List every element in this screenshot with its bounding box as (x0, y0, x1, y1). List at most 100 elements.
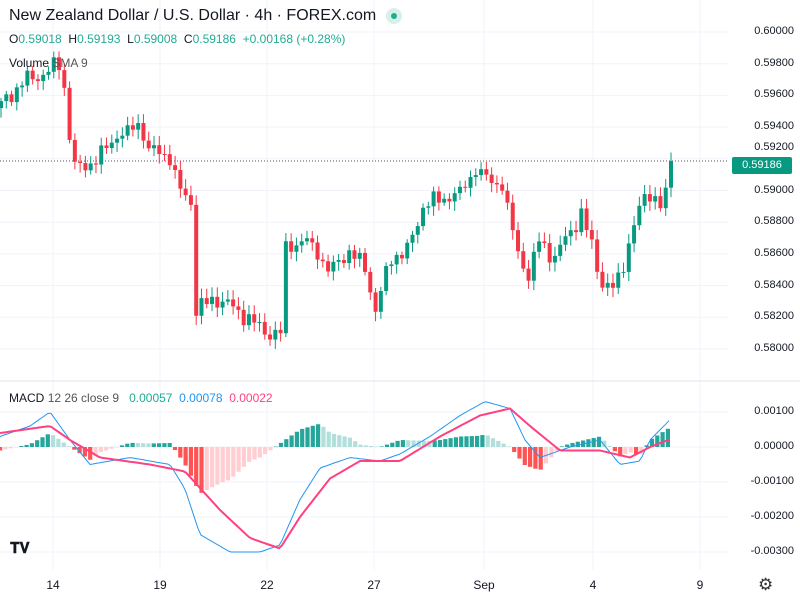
macd-histogram-bar (194, 447, 199, 486)
macd-histogram-bar (517, 447, 522, 459)
macd-histogram-bar (628, 447, 633, 453)
macd-histogram-bar (501, 443, 506, 447)
macd-histogram-bar (35, 440, 40, 447)
macd-histogram-bar (300, 428, 305, 447)
macd-histogram-bar (337, 435, 342, 447)
macd-histogram-bar (215, 447, 220, 485)
macd-histogram-bar (114, 447, 119, 448)
candle-body (14, 87, 19, 103)
low-label: L (127, 32, 134, 46)
macd-histogram-bar (448, 438, 453, 447)
macd-histogram-bar (485, 435, 490, 447)
macd-histogram-bar (257, 447, 262, 458)
gear-icon[interactable]: ⚙ (758, 575, 774, 594)
candle-body (373, 292, 378, 312)
candle-body (283, 241, 288, 334)
macd-histogram-bar (157, 443, 162, 447)
price-tick: 0.58200 (754, 310, 794, 323)
candle-body (252, 314, 257, 323)
macd-histogram-bar (40, 437, 45, 447)
macd-histogram-bar (379, 446, 384, 447)
macd-tick: -0.00100 (750, 475, 794, 487)
candle-body (405, 242, 410, 259)
macd-histogram-bar (0, 447, 3, 451)
macd-histogram-bar (416, 440, 421, 447)
candle-body (173, 165, 178, 171)
candle-body (531, 251, 536, 281)
candle-body (600, 271, 605, 288)
candle-body (357, 252, 362, 259)
time-tick: 19 (153, 578, 167, 592)
candle-body (299, 241, 304, 246)
macd-histogram-bar (252, 447, 257, 460)
macd-legend[interactable]: MACD 12 26 close 9 0.00057 0.00078 0.000… (9, 391, 273, 405)
macd-histogram-bar (109, 447, 114, 449)
candle-body (669, 161, 673, 188)
macd-histogram-bar (591, 437, 596, 447)
candle-body (225, 299, 230, 302)
macd-histogram-bar (342, 436, 347, 447)
macd-histogram-bar (130, 442, 135, 447)
candle-body (57, 57, 62, 71)
candle-body (278, 329, 283, 334)
candle-body (199, 298, 204, 316)
macd-histogram-bar (469, 436, 474, 447)
macd-histogram-bar (596, 436, 602, 447)
macd-histogram-bar (88, 447, 93, 460)
macd-histogram-bar (422, 440, 427, 447)
candle-body (315, 242, 320, 260)
price-tick: 0.59800 (754, 56, 794, 69)
macd-histogram-bar (565, 444, 570, 447)
macd-histogram-bar (634, 447, 639, 455)
candle-body (378, 290, 383, 312)
macd-histogram-bar (284, 439, 289, 447)
price-tick: 0.58400 (754, 278, 794, 291)
candle-body (473, 175, 478, 178)
macd-histogram-bar (559, 446, 564, 447)
candle-body (326, 261, 331, 272)
candle-body (521, 251, 526, 269)
macd-histogram-bar (512, 447, 517, 453)
time-tick: 9 (696, 578, 704, 592)
candle-body (41, 74, 46, 82)
candle-body (262, 321, 267, 335)
macd-histogram-bar (639, 447, 644, 454)
macd-histogram-bar (358, 444, 363, 447)
price-tick: 0.58800 (754, 215, 794, 228)
tradingview-logo[interactable]: 𝐓𝐕 (10, 540, 30, 557)
candle-body (130, 125, 135, 130)
macd-histogram-bar (490, 438, 496, 447)
macd-histogram-bar (72, 447, 77, 450)
macd-histogram-bar (459, 436, 464, 447)
high-value: 0.59193 (77, 32, 121, 46)
macd-histogram-bar (268, 447, 273, 451)
candle-body (104, 145, 109, 149)
price-tick: 0.59600 (754, 88, 794, 101)
candle-body (62, 70, 67, 88)
candle-body (35, 79, 40, 82)
symbol-title[interactable]: New Zealand Dollar / U.S. Dollar · 4h · … (9, 7, 377, 24)
macd-histogram-bar (331, 433, 337, 447)
candle-body (605, 282, 610, 288)
macd-histogram-bar (374, 446, 379, 448)
candle-body (436, 191, 441, 203)
time-tick: 27 (367, 578, 381, 592)
candle-body (647, 194, 652, 202)
candle-body (183, 188, 188, 196)
candle-body (83, 163, 88, 171)
macd-histogram-bar (236, 447, 241, 472)
candle-body (537, 241, 542, 252)
macd-histogram-bar (45, 434, 50, 447)
candle-body (663, 187, 668, 209)
candle-body (4, 94, 9, 102)
candle-body (136, 123, 141, 130)
macd-histogram-bar (554, 447, 559, 452)
candle-body (463, 186, 468, 188)
low-value: 0.59008 (133, 32, 178, 46)
macd-histogram-bar (369, 445, 374, 447)
candle-body (547, 243, 552, 263)
price-tick: 0.60000 (754, 25, 794, 37)
macd-histogram-bar (289, 435, 294, 447)
volume-legend[interactable]: Volume SMA 9 (9, 56, 88, 70)
